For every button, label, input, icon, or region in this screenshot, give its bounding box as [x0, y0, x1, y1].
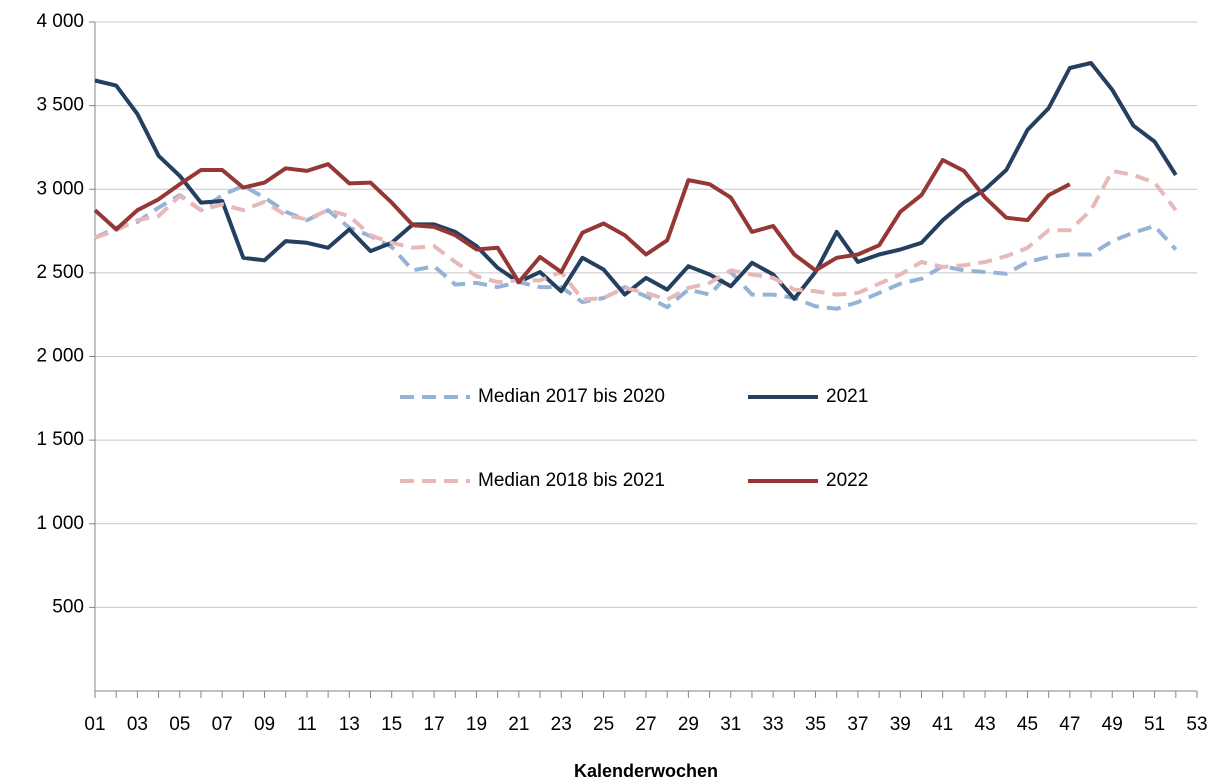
y-tick-label: 2 500	[36, 262, 84, 283]
x-tick-label: 17	[424, 714, 445, 735]
x-tick-label: 19	[466, 714, 487, 735]
x-tick-label: 05	[169, 714, 190, 735]
x-tick-label: 03	[127, 714, 148, 735]
y-tick-label: 2 000	[36, 346, 84, 367]
x-tick-label: 31	[720, 714, 741, 735]
x-tick-label: 47	[1059, 714, 1080, 735]
x-tick-label: 45	[1017, 714, 1038, 735]
series-line	[93, 158, 1071, 285]
x-tick-label: 43	[975, 714, 996, 735]
x-tick-label: 07	[212, 714, 233, 735]
series-line	[94, 168, 1178, 302]
y-tick-label: 1 500	[36, 429, 84, 450]
y-tick-label: 500	[52, 596, 84, 617]
x-tick-label: 15	[381, 714, 402, 735]
x-tick-label: 27	[635, 714, 656, 735]
legend-label: 2021	[826, 386, 868, 407]
x-tick-label: 25	[593, 714, 614, 735]
x-tick-label: 23	[551, 714, 572, 735]
x-tick-label: 37	[847, 714, 868, 735]
x-tick-label: 51	[1144, 714, 1165, 735]
x-tick-label: 01	[84, 714, 105, 735]
x-tick-label: 11	[297, 714, 317, 735]
x-tick-label: 09	[254, 714, 275, 735]
x-tick-label: 21	[508, 714, 529, 735]
series-line	[94, 61, 1178, 301]
legend-label: Median 2018 bis 2021	[478, 470, 665, 491]
y-tick-label: 3 000	[36, 178, 84, 199]
x-tick-label: 13	[339, 714, 360, 735]
x-tick-label: 35	[805, 714, 826, 735]
y-tick-label: 4 000	[36, 11, 84, 32]
y-tick-label: 1 000	[36, 513, 84, 534]
legend-label: 2022	[826, 470, 868, 491]
y-tick-label: 3 500	[36, 95, 84, 116]
x-axis-title: Kalenderwochen	[574, 761, 718, 781]
legend-label: Median 2017 bis 2020	[478, 386, 665, 407]
x-tick-label: 41	[932, 714, 953, 735]
x-tick-label: 49	[1102, 714, 1123, 735]
x-tick-label: 29	[678, 714, 699, 735]
x-tick-label: 33	[763, 714, 784, 735]
x-tick-label: 53	[1186, 714, 1207, 735]
series-line	[94, 183, 1178, 311]
x-tick-label: 39	[890, 714, 911, 735]
